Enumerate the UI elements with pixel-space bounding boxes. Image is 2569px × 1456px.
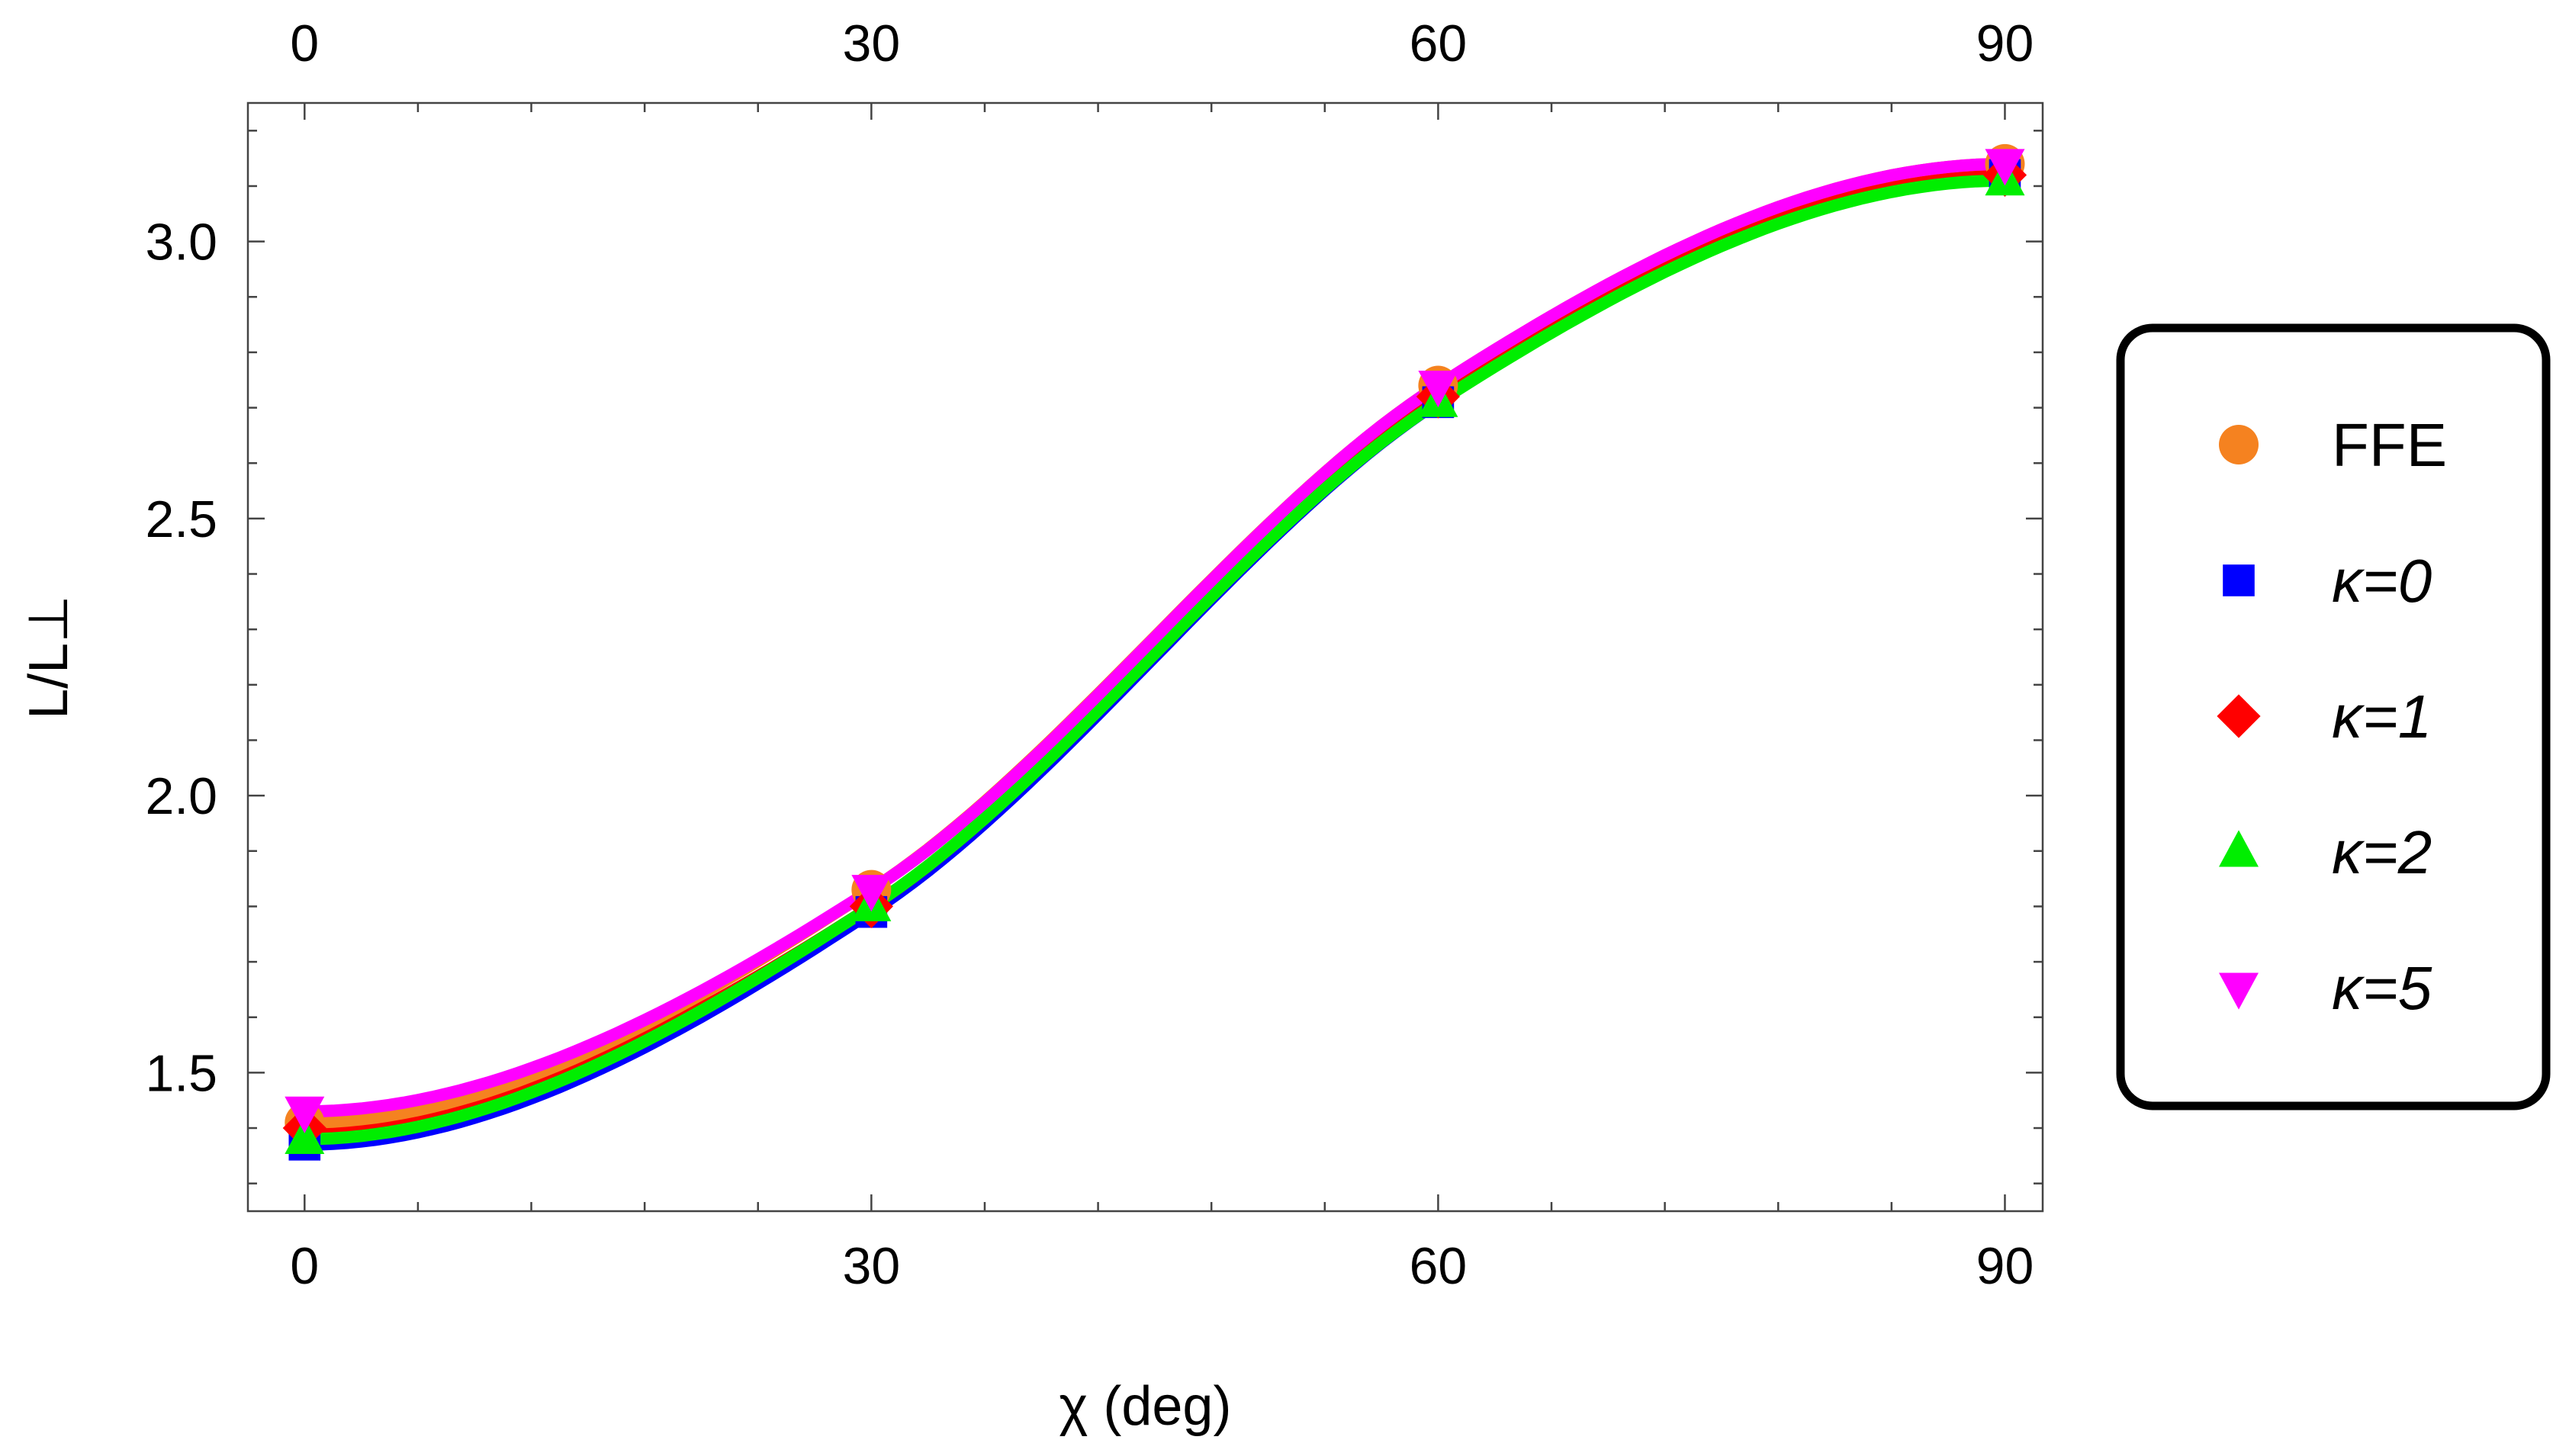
point-κ=5 <box>851 875 892 912</box>
point-κ=2 <box>285 1117 325 1155</box>
y-tick-label: 1.5 <box>145 1044 217 1102</box>
x-tick-label-bottom: 0 <box>290 1237 319 1295</box>
x-tick-label-bottom: 60 <box>1410 1237 1468 1295</box>
x-tick-label-top: 60 <box>1410 14 1468 72</box>
legend-label-κ=5: κ=5 <box>2332 954 2432 1022</box>
legend-marker-κ=2 <box>2219 830 2259 867</box>
curve-κ=5 <box>298 157 2011 1118</box>
curve-κ=2 <box>298 174 2011 1146</box>
legend-marker-FFE <box>2219 425 2259 464</box>
legend-label-κ=1: κ=1 <box>2332 683 2432 750</box>
y-tick-label: 2.5 <box>145 490 217 548</box>
point-κ=5 <box>1418 371 1458 408</box>
legend-label-κ=2: κ=2 <box>2332 818 2432 886</box>
x-tick-label-top: 0 <box>290 14 319 72</box>
legend-marker-κ=1 <box>2217 694 2261 738</box>
y-tick-label: 2.0 <box>145 767 217 825</box>
x-tick-label-top: 30 <box>843 14 901 72</box>
legend-label-FFE: FFE <box>2332 411 2447 479</box>
legend-label-κ=0: κ=0 <box>2332 547 2432 615</box>
legend-box <box>2116 323 2551 1110</box>
plot-frame <box>246 101 2044 1213</box>
x-axis-label: χ (deg) <box>1059 1376 1232 1437</box>
y-tick-label: 3.0 <box>145 214 217 272</box>
y-axis-label: L/L⊥ <box>18 595 79 719</box>
x-tick-label-bottom: 90 <box>1976 1237 2034 1295</box>
x-tick-label-top: 90 <box>1976 14 2034 72</box>
point-κ=5 <box>1985 149 2025 186</box>
point-κ=5 <box>285 1096 325 1133</box>
x-tick-label-bottom: 30 <box>843 1237 901 1295</box>
legend-marker-κ=0 <box>2223 564 2255 596</box>
legend-marker-κ=5 <box>2219 972 2259 1010</box>
